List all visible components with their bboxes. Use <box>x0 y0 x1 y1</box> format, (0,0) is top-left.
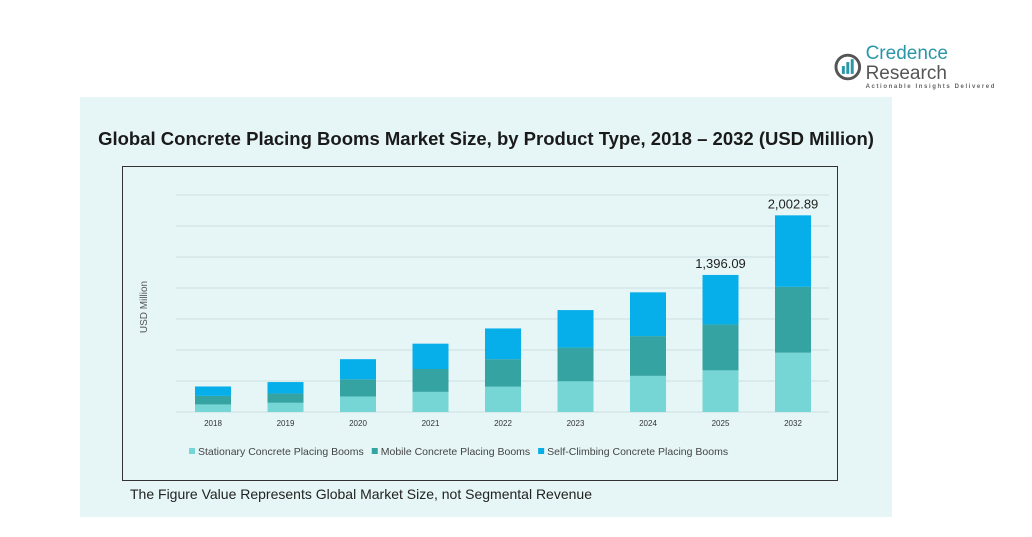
brand-logo: Credence Research Actionable Insights De… <box>834 44 1032 90</box>
bar-stationary-concrete-placing-booms2020 <box>340 396 376 412</box>
logo-icon <box>834 53 862 81</box>
bar-stationary-concrete-placing-booms2032 <box>775 352 811 412</box>
bar-self-climbing-concrete-placing-booms2021 <box>412 343 449 369</box>
bar-self-climbing-concrete-placing-booms2022 <box>485 328 521 360</box>
bar-stationary-concrete-placing-booms2024 <box>630 375 666 412</box>
x-tick-label: 2032 <box>784 419 802 428</box>
bar-self-climbing-concrete-placing-booms2020 <box>340 359 376 380</box>
bar-self-climbing-concrete-placing-booms2019 <box>267 382 304 394</box>
bar-stationary-concrete-placing-booms2022 <box>485 386 521 412</box>
legend-label: Mobile Concrete Placing Booms <box>381 446 530 458</box>
x-tick-label: 2023 <box>567 419 585 428</box>
bar-stationary-concrete-placing-booms2025 <box>702 370 739 412</box>
legend-swatch <box>371 448 378 454</box>
bar-self-climbing-concrete-placing-booms2023 <box>557 310 594 348</box>
bar-mobile-concrete-placing-booms2021 <box>412 368 449 392</box>
bar-mobile-concrete-placing-booms2023 <box>557 347 594 382</box>
bar-mobile-concrete-placing-booms2018 <box>195 395 231 405</box>
chart-title: Global Concrete Placing Booms Market Siz… <box>98 128 874 149</box>
x-tick-label: 2020 <box>349 419 367 428</box>
data-label: 1,396.09 <box>695 256 746 271</box>
bar-mobile-concrete-placing-booms2025 <box>702 324 739 371</box>
x-tick-label: 2025 <box>712 419 730 428</box>
bar-self-climbing-concrete-placing-booms2032 <box>775 215 811 287</box>
chart-panel <box>80 97 892 517</box>
x-tick-label: 2018 <box>204 419 222 428</box>
legend-label: Self-Climbing Concrete Placing Booms <box>547 446 728 458</box>
x-tick-label: 2022 <box>494 419 512 428</box>
bar-mobile-concrete-placing-booms2019 <box>267 393 304 403</box>
bar-mobile-concrete-placing-booms2024 <box>630 336 666 376</box>
x-tick-label: 2024 <box>639 419 657 428</box>
footnote: The Figure Value Represents Global Marke… <box>130 486 592 502</box>
legend-label: Stationary Concrete Placing Booms <box>198 446 364 458</box>
bar-stationary-concrete-placing-booms2021 <box>412 391 449 412</box>
y-axis-label: USD Million <box>139 281 150 333</box>
legend-swatch <box>538 448 545 454</box>
bar-self-climbing-concrete-placing-booms2025 <box>702 274 739 325</box>
bar-self-climbing-concrete-placing-booms2024 <box>630 292 666 337</box>
x-tick-label: 2019 <box>277 419 295 428</box>
brand-tagline: Actionable Insights Delivered <box>865 84 996 90</box>
bar-mobile-concrete-placing-booms2032 <box>775 286 811 353</box>
bar-mobile-concrete-placing-booms2020 <box>340 379 376 397</box>
bar-stationary-concrete-placing-booms2019 <box>267 402 304 412</box>
chart-svg: 2018 2019 2020 2021 2022 2023 2024 2025 1,396.09… <box>139 194 829 458</box>
bar-self-climbing-concrete-placing-booms2018 <box>195 386 231 396</box>
bar-stationary-concrete-placing-booms2023 <box>557 381 594 412</box>
data-label: 2,002.89 <box>768 196 819 211</box>
x-tick-label: 2021 <box>422 419 440 428</box>
bar-mobile-concrete-placing-booms2022 <box>485 359 521 387</box>
chart-box: 2018 2019 2020 2021 2022 2023 2024 2025 1,396.09… <box>122 166 838 481</box>
legend-swatch <box>189 448 195 454</box>
brand-name-2: Research <box>865 63 947 84</box>
brand-name-1: Credence <box>865 43 948 64</box>
bar-stationary-concrete-placing-booms2018 <box>195 404 231 412</box>
